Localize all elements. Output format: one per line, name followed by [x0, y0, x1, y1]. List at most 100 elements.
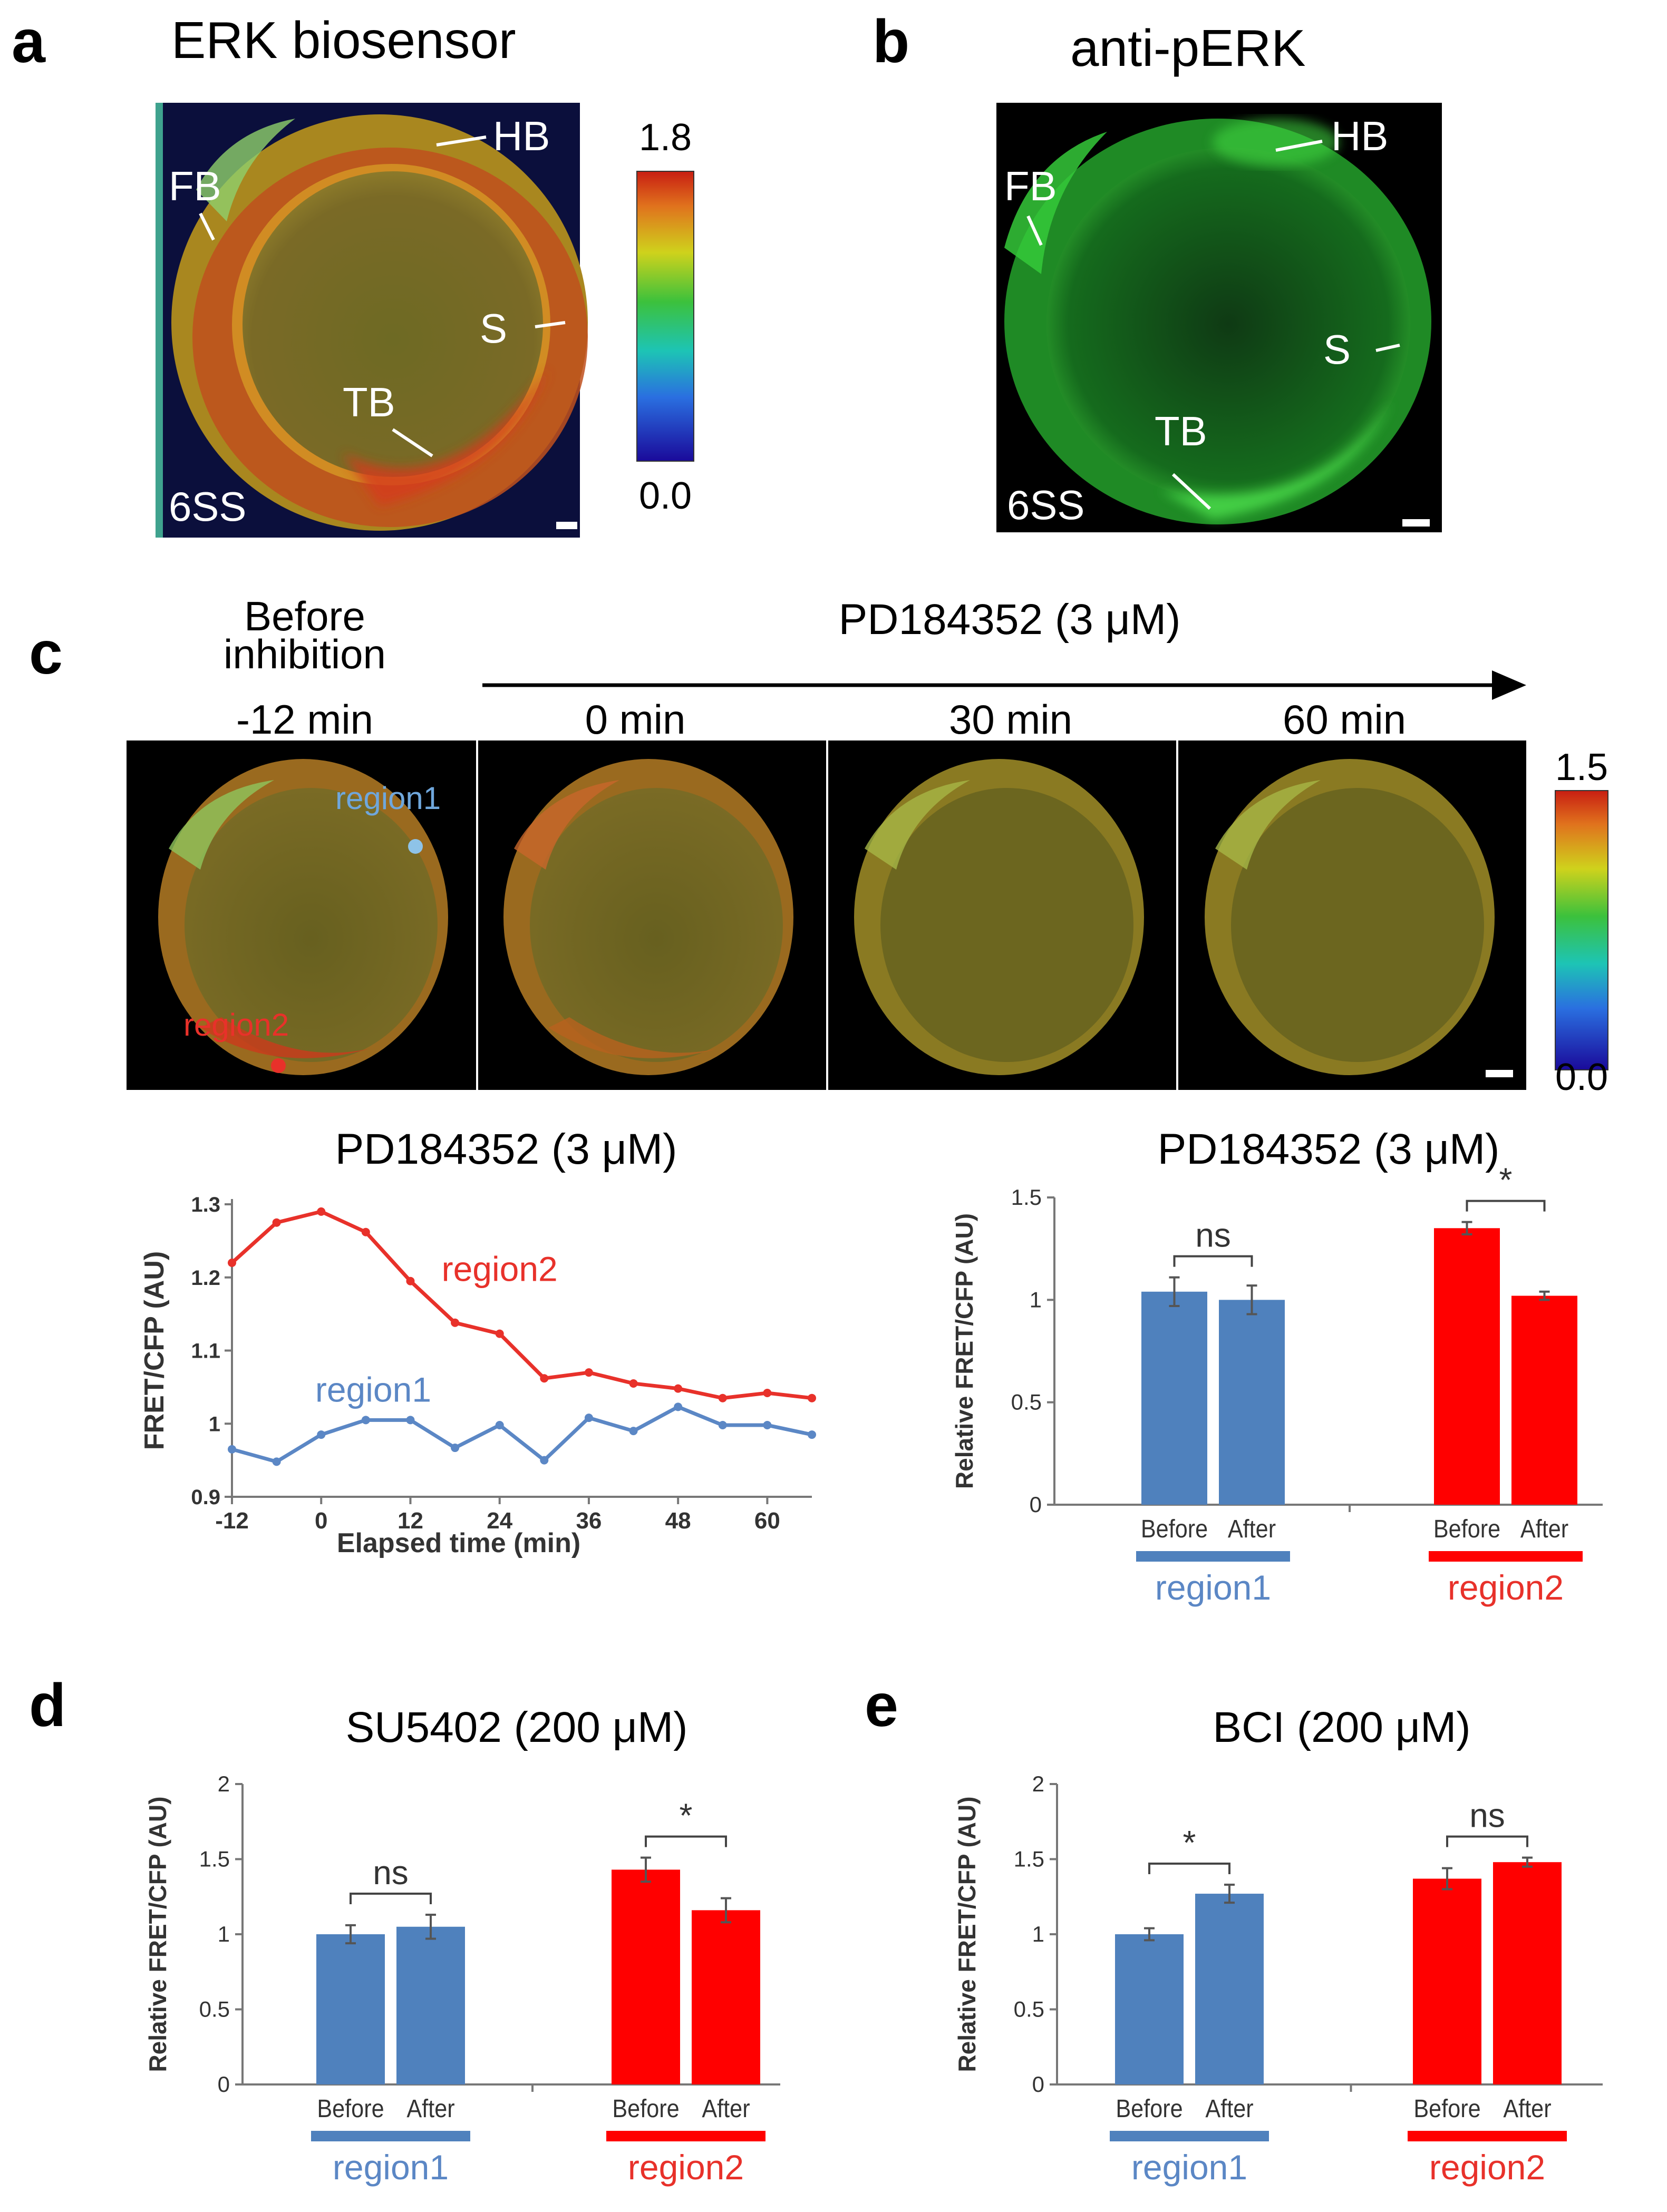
significance-label: ns [1469, 1797, 1505, 1835]
x-axis-title: Elapsed time (min) [337, 1528, 580, 1558]
group-underline-region1 [1136, 1551, 1290, 1562]
y-tick-label: 1.3 [191, 1193, 220, 1216]
bar-chart-title: PD184352 (3 μM) [1158, 1125, 1500, 1173]
panel-a-scale-min: 0.0 [639, 475, 692, 517]
y-tick-label: 1.1 [191, 1340, 220, 1363]
data-point-region1 [540, 1456, 549, 1465]
data-point-region1 [451, 1444, 460, 1453]
data-point-region2 [629, 1379, 638, 1388]
group-underline-region2 [1429, 1551, 1583, 1562]
x-tick-label: 60 [754, 1508, 780, 1534]
time-label-1: -12 min [236, 696, 373, 743]
line-chart-title: PD184352 (3 μM) [335, 1125, 677, 1173]
significance-label: ns [373, 1854, 409, 1892]
data-point-region2 [674, 1384, 683, 1393]
category-label: Before [612, 2094, 679, 2123]
data-point-region2 [451, 1318, 460, 1327]
before-label-2: inhibition [224, 631, 386, 677]
before-label-1: Before [244, 593, 365, 639]
series-label-region2: region2 [442, 1250, 558, 1289]
group-label-region1: region1 [1131, 2148, 1247, 2187]
data-point-region2 [361, 1227, 370, 1236]
y-tick-label: 1.5 [1014, 1847, 1044, 1872]
data-point-region2 [228, 1259, 236, 1267]
y-tick-label: 1.5 [199, 1847, 230, 1872]
category-label: Before [1116, 2094, 1183, 2123]
data-point-region2 [540, 1374, 549, 1383]
bar-region2-after [1493, 1862, 1562, 2084]
bar-region1-after [396, 1926, 465, 2084]
significance-label: * [1499, 1161, 1513, 1199]
data-point-region1 [629, 1427, 638, 1436]
y-tick-label: 0 [218, 2072, 230, 2097]
data-point-region1 [763, 1421, 772, 1430]
panel-a-tb-label: TB [343, 379, 395, 425]
y-axis-title: Relative FRET/CFP (AU) [953, 1796, 981, 2072]
y-tick-label: 0.5 [1014, 1997, 1044, 2022]
group-label-region2: region2 [628, 2148, 744, 2187]
data-point-region2 [808, 1394, 816, 1402]
panel-a-title: ERK biosensor [171, 11, 516, 69]
timelapse-image-1 [127, 740, 476, 1090]
data-point-region1 [808, 1430, 816, 1439]
x-tick-label: -12 [215, 1508, 249, 1534]
y-tick-label: 1.2 [191, 1266, 220, 1290]
significance-label: * [680, 1797, 693, 1835]
significance-bracket [1148, 1862, 1230, 1874]
x-tick-label: 0 [315, 1508, 327, 1534]
group-label-region1: region1 [1155, 1568, 1271, 1607]
y-tick-label: 0 [1032, 2072, 1044, 2097]
bar-region2-before [1413, 1878, 1481, 2084]
panel-a-stage: 6SS [169, 483, 246, 530]
x-tick-label: 36 [576, 1508, 602, 1534]
y-tick-label: 2 [1032, 1771, 1044, 1796]
x-tick-label: 48 [665, 1508, 691, 1534]
x-tick-label: 24 [487, 1508, 512, 1534]
series-line-region2 [230, 1210, 812, 1400]
bar-region2-after [1511, 1295, 1577, 1505]
category-label: Before [1413, 2094, 1480, 2123]
panel-c-scale-max: 1.5 [1555, 746, 1608, 788]
category-label: After [406, 2094, 454, 2123]
series-label-region1: region1 [315, 1370, 431, 1409]
bar-region1-before [316, 1934, 385, 2084]
arrow-head-icon [1492, 670, 1526, 700]
panel-b-fb-label: FB [1004, 163, 1057, 209]
significance-bracket [1446, 1835, 1528, 1847]
category-label: After [1205, 2094, 1253, 2123]
panel-b-s-label: S [1323, 326, 1351, 373]
panel-a-colorbar [636, 171, 694, 462]
panel-a-letter: a [12, 8, 46, 75]
y-tick-label: 0 [1030, 1492, 1042, 1517]
bar-chart-pd184352: PD184352 (3 μM) 0 0.5 1 1.5 Relative FRET/CFP… [951, 1125, 1603, 1607]
significance-bracket [350, 1892, 432, 1904]
data-point-region1 [272, 1457, 281, 1466]
bar-chart-su5402: SU5402 (200 μM) 0 0.5 1 1.5 2 Relative FRET/CF… [144, 1703, 780, 2187]
bar-region1-after [1195, 1894, 1264, 2084]
category-label: Before [1433, 1515, 1500, 1543]
data-point-region2 [406, 1276, 415, 1285]
data-point-region2 [495, 1329, 504, 1338]
y-tick-label: 0.9 [191, 1486, 220, 1509]
group-underline-region1 [1110, 2131, 1269, 2141]
x-tick-label: 12 [398, 1508, 423, 1534]
panel-a-s-label: S [480, 305, 507, 352]
y-tick-label: 1.5 [1011, 1185, 1042, 1210]
bar-region2-after [692, 1910, 760, 2084]
data-point-region2 [763, 1388, 772, 1397]
y-tick-label: 0.5 [199, 1997, 230, 2022]
panel-a-hb-label: HB [493, 113, 550, 159]
timelapse-image-2 [478, 740, 826, 1090]
data-point-region1 [406, 1416, 415, 1425]
panel-e-letter: e [865, 1672, 898, 1739]
significance-label: ns [1195, 1216, 1231, 1254]
panel-b-tb-label: TB [1155, 408, 1207, 454]
panel-c-scale-min: 0.0 [1555, 1056, 1608, 1098]
group-underline-region2 [606, 2131, 765, 2141]
group-label-region2: region2 [1429, 2148, 1545, 2187]
data-point-region1 [228, 1445, 236, 1454]
data-point-region2 [272, 1218, 281, 1227]
group-label-region2: region2 [1448, 1568, 1564, 1607]
panel-b-title: anti-pERK [1070, 19, 1306, 77]
significance-label: * [1183, 1824, 1196, 1862]
